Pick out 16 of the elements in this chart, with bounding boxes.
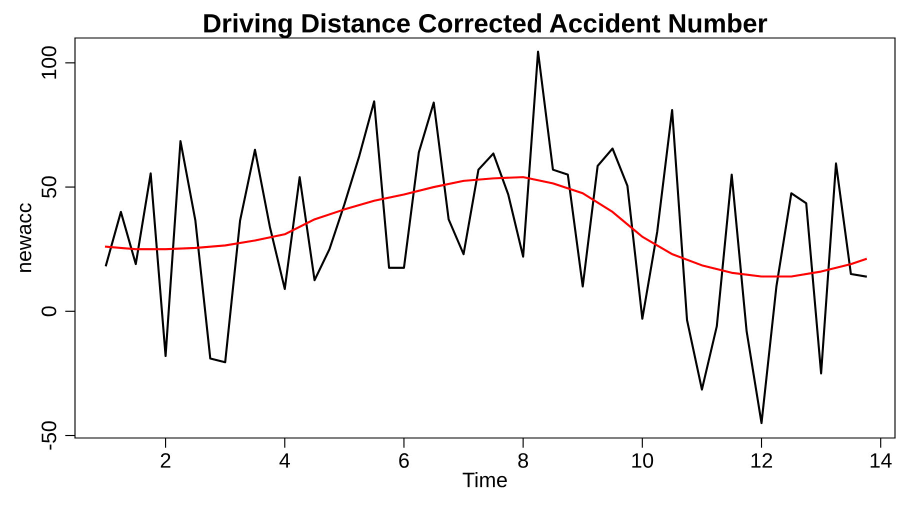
x-tick-label: 14 (870, 453, 892, 468)
x-tick-label: 4 (279, 453, 290, 468)
x-tick-label: 6 (399, 453, 409, 468)
x-tick-label: 12 (752, 453, 772, 468)
y-tick-label: 0 (42, 306, 56, 316)
y-tick-label: 50 (42, 176, 56, 198)
x-tick-label: 8 (518, 453, 528, 468)
x-axis-title: Time (462, 472, 507, 488)
line-series (104, 50, 867, 424)
line-series (104, 176, 867, 278)
chart-title: Driving Distance Corrected Accident Number (204, 13, 768, 38)
y-tick-label: -50 (42, 421, 56, 450)
x-tick-label: 10 (632, 453, 654, 468)
x-tick-label: 2 (160, 453, 170, 468)
y-axis-title: newacc (20, 203, 32, 272)
y-tick-label: 100 (42, 46, 56, 79)
